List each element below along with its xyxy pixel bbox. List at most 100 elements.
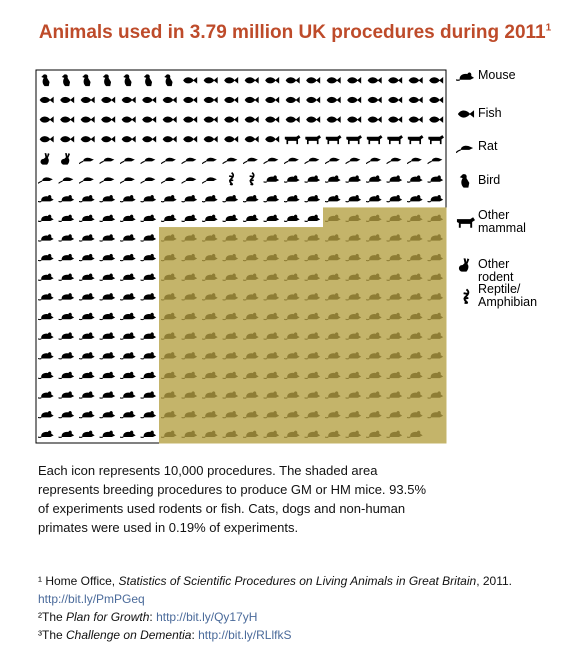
icon — [388, 77, 403, 84]
legend-icon — [462, 288, 470, 304]
icon — [265, 116, 280, 123]
icon — [140, 194, 157, 203]
icon — [80, 96, 95, 104]
chart-title: Animals used in 3.79 million UK procedur… — [0, 22, 570, 44]
icon — [181, 194, 198, 203]
icon — [58, 351, 75, 360]
icon — [120, 430, 137, 438]
icon — [407, 174, 424, 183]
icon — [224, 96, 239, 104]
icon — [325, 174, 342, 183]
icon — [183, 77, 198, 84]
icon — [263, 157, 279, 165]
icon — [407, 157, 423, 165]
legend-label: Bird — [478, 173, 501, 187]
title-text: Animals used in 3.79 million UK procedur… — [38, 22, 546, 43]
icon — [79, 371, 96, 380]
icon — [265, 96, 280, 104]
icon — [161, 194, 178, 203]
icon — [140, 176, 156, 185]
icon — [142, 96, 157, 104]
icon — [39, 96, 54, 104]
icon — [60, 116, 75, 123]
icon — [244, 116, 259, 123]
icon — [99, 410, 116, 419]
icon — [366, 194, 383, 203]
icon — [38, 312, 55, 321]
icon — [58, 253, 75, 262]
shaded-area — [159, 403, 447, 424]
icon — [326, 116, 341, 123]
shaded-area — [159, 325, 447, 346]
icon — [181, 214, 198, 223]
icon — [345, 174, 362, 183]
icon — [38, 272, 55, 281]
icon — [325, 135, 342, 145]
icon — [38, 194, 55, 203]
legend-label: Other rodent — [478, 257, 514, 284]
footnote: ³The Challenge on Dementia: http://bit.l… — [38, 626, 538, 644]
shaded-area — [159, 227, 447, 248]
icon — [99, 233, 116, 242]
icon — [101, 96, 116, 104]
icon — [140, 233, 157, 242]
icon — [284, 194, 301, 203]
icon — [102, 74, 112, 87]
shaded-area — [159, 423, 447, 444]
footnote-link: http://bit.ly/RLlfkS — [198, 628, 292, 642]
icon — [429, 77, 444, 84]
icon — [58, 331, 75, 340]
icon — [143, 74, 153, 87]
icon — [222, 214, 239, 223]
icon — [120, 312, 137, 321]
shaded-area — [159, 266, 447, 287]
icon — [428, 135, 444, 145]
icon — [99, 272, 116, 281]
footnote-text: The — [42, 628, 67, 642]
icon — [140, 351, 157, 360]
icon — [248, 171, 255, 186]
footnote-marker: ¹ — [38, 574, 42, 588]
icon — [285, 77, 300, 84]
legend-icon — [458, 258, 470, 272]
icon — [140, 331, 157, 340]
title-note: 1 — [545, 22, 552, 34]
icon — [408, 116, 423, 123]
icon — [58, 194, 75, 203]
icon — [429, 116, 444, 123]
footnote-title: Statistics of Scientific Procedures on L… — [118, 574, 477, 588]
icon — [304, 214, 321, 223]
icon — [120, 214, 137, 223]
icon — [202, 157, 218, 165]
icon — [120, 233, 137, 242]
icon — [38, 214, 55, 223]
icon — [367, 116, 382, 123]
footnote: ¹ Home Office, Statistics of Scientific … — [38, 572, 538, 608]
icon — [121, 116, 136, 123]
shaded-area — [323, 207, 447, 228]
icon — [38, 176, 54, 185]
icon — [386, 174, 403, 183]
icon — [38, 351, 55, 360]
icon — [429, 96, 444, 104]
icon — [38, 430, 55, 438]
icon — [183, 96, 198, 104]
footnote-link: http://bit.ly/PmPGeq — [38, 592, 145, 606]
icon — [427, 194, 444, 203]
icon — [244, 77, 259, 84]
icon — [228, 171, 235, 186]
icon — [243, 157, 259, 165]
icon — [386, 157, 402, 165]
icon — [120, 272, 137, 281]
icon — [58, 371, 75, 380]
icon — [347, 96, 362, 104]
icon — [120, 157, 136, 165]
icon — [140, 292, 157, 301]
icon — [58, 312, 75, 321]
icon — [101, 135, 116, 143]
icon — [347, 77, 362, 84]
icon — [58, 410, 75, 419]
icon — [304, 194, 321, 203]
icon — [80, 116, 95, 123]
